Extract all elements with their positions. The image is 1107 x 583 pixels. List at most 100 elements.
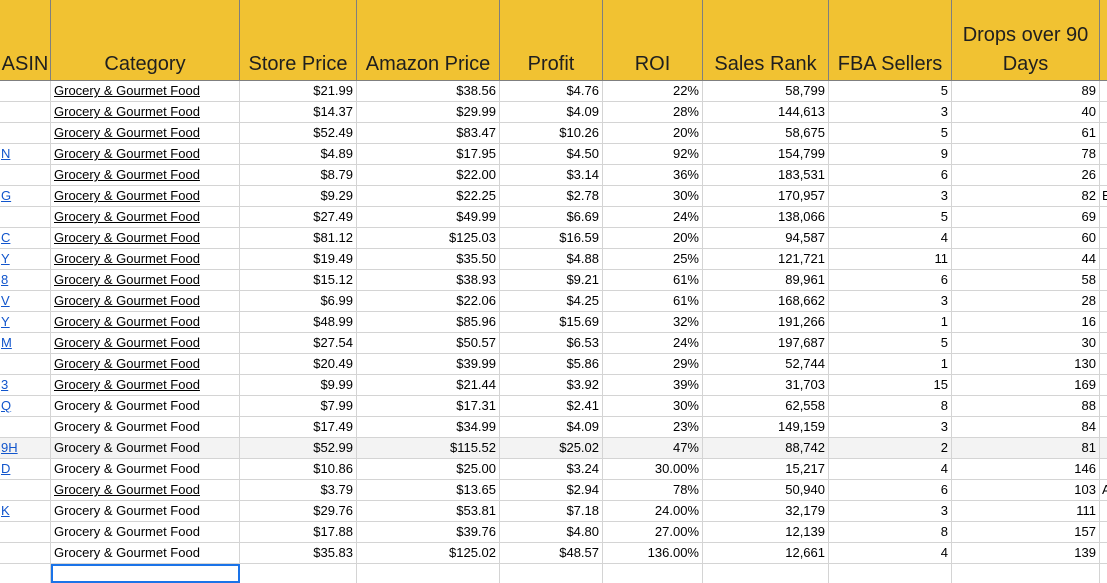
store-price-cell[interactable]: $29.76 (240, 501, 357, 522)
active-cell-selection[interactable] (51, 564, 240, 583)
store-price-cell[interactable]: $81.12 (240, 228, 357, 249)
asin-cell[interactable] (0, 417, 51, 438)
overflow-cell[interactable] (1100, 396, 1107, 417)
overflow-cell[interactable] (1100, 144, 1107, 165)
store-price-cell[interactable]: $19.49 (240, 249, 357, 270)
amazon-price-cell[interactable]: $25.00 (357, 459, 500, 480)
roi-cell[interactable]: 24.00% (603, 501, 703, 522)
profit-cell[interactable]: $9.21 (500, 270, 603, 291)
store-price-cell[interactable]: $35.83 (240, 543, 357, 564)
amazon-price-cell[interactable]: $29.99 (357, 102, 500, 123)
overflow-cell[interactable] (1100, 522, 1107, 543)
fba-sellers-cell[interactable]: 8 (829, 396, 952, 417)
sales-rank-cell[interactable]: 94,587 (703, 228, 829, 249)
sales-rank-cell[interactable]: 58,675 (703, 123, 829, 144)
sales-rank-cell[interactable]: 12,661 (703, 543, 829, 564)
drops-cell[interactable]: 139 (952, 543, 1100, 564)
category-cell[interactable]: Grocery & Gourmet Food (51, 396, 240, 417)
header-fba-sellers[interactable]: FBA Sellers (829, 0, 952, 80)
category-cell[interactable]: Grocery & Gourmet Food (51, 480, 240, 501)
fba-sellers-cell[interactable]: 1 (829, 312, 952, 333)
store-price-cell[interactable]: $27.49 (240, 207, 357, 228)
amazon-price-cell[interactable]: $22.00 (357, 165, 500, 186)
profit-cell[interactable]: $3.92 (500, 375, 603, 396)
drops-cell[interactable]: 111 (952, 501, 1100, 522)
overflow-cell[interactable]: E (1102, 188, 1107, 203)
store-price-cell[interactable]: $15.12 (240, 270, 357, 291)
category-cell[interactable]: Grocery & Gourmet Food (51, 81, 240, 102)
fba-sellers-cell[interactable]: 5 (829, 333, 952, 354)
fba-sellers-cell[interactable]: 3 (829, 291, 952, 312)
amazon-price-cell[interactable]: $125.03 (357, 228, 500, 249)
asin-cell[interactable]: N (0, 144, 51, 165)
fba-sellers-cell[interactable]: 2 (829, 438, 952, 459)
asin-cell[interactable]: 9H (0, 438, 51, 459)
amazon-price-cell[interactable]: $115.52 (357, 438, 500, 459)
header-amazon-price[interactable]: Amazon Price (357, 0, 500, 80)
store-price-cell[interactable]: $20.49 (240, 354, 357, 375)
profit-cell[interactable]: $4.80 (500, 522, 603, 543)
header-profit[interactable]: Profit (500, 0, 603, 80)
roi-cell[interactable]: 30% (603, 396, 703, 417)
category-cell[interactable]: Grocery & Gourmet Food (51, 522, 240, 543)
drops-cell[interactable]: 84 (952, 417, 1100, 438)
sales-rank-cell[interactable]: 121,721 (703, 249, 829, 270)
amazon-price-cell[interactable]: $35.50 (357, 249, 500, 270)
fba-sellers-cell[interactable]: 11 (829, 249, 952, 270)
amazon-price-cell[interactable]: $34.99 (357, 417, 500, 438)
amazon-price-cell[interactable]: $17.31 (357, 396, 500, 417)
store-price-cell[interactable]: $48.99 (240, 312, 357, 333)
overflow-cell[interactable] (1100, 501, 1107, 522)
header-category[interactable]: Category (51, 0, 240, 80)
asin-cell[interactable] (0, 207, 51, 228)
roi-cell[interactable]: 36% (603, 165, 703, 186)
overflow-cell[interactable] (1100, 312, 1107, 333)
store-price-cell[interactable]: $21.99 (240, 81, 357, 102)
category-cell[interactable]: Grocery & Gourmet Food (51, 375, 240, 396)
category-cell[interactable]: Grocery & Gourmet Food (51, 417, 240, 438)
profit-cell[interactable]: $4.76 (500, 81, 603, 102)
roi-cell[interactable]: 23% (603, 417, 703, 438)
overflow-cell[interactable] (1100, 543, 1107, 564)
asin-cell[interactable] (0, 81, 51, 102)
header-roi[interactable]: ROI (603, 0, 703, 80)
amazon-price-cell[interactable]: $21.44 (357, 375, 500, 396)
drops-cell[interactable]: 169 (952, 375, 1100, 396)
profit-cell[interactable]: $10.26 (500, 123, 603, 144)
fba-sellers-cell[interactable]: 1 (829, 354, 952, 375)
sales-rank-cell[interactable]: 31,703 (703, 375, 829, 396)
amazon-price-cell[interactable]: $22.06 (357, 291, 500, 312)
sales-rank-cell[interactable]: 12,139 (703, 522, 829, 543)
sales-rank-cell[interactable]: 52,744 (703, 354, 829, 375)
overflow-cell[interactable] (1100, 354, 1107, 375)
roi-cell[interactable]: 136.00% (603, 543, 703, 564)
fba-sellers-cell[interactable]: 3 (829, 102, 952, 123)
store-price-cell[interactable]: $52.99 (240, 438, 357, 459)
category-cell[interactable]: Grocery & Gourmet Food (51, 165, 240, 186)
sales-rank-cell[interactable]: 144,613 (703, 102, 829, 123)
sales-rank-cell[interactable]: 50,940 (703, 480, 829, 501)
profit-cell[interactable]: $2.41 (500, 396, 603, 417)
sales-rank-cell[interactable]: 149,159 (703, 417, 829, 438)
category-cell[interactable]: Grocery & Gourmet Food (51, 123, 240, 144)
store-price-cell[interactable]: $10.86 (240, 459, 357, 480)
category-cell[interactable]: Grocery & Gourmet Food (51, 501, 240, 522)
drops-cell[interactable]: 40 (952, 102, 1100, 123)
drops-cell[interactable]: 26 (952, 165, 1100, 186)
sales-rank-cell[interactable]: 170,957 (703, 186, 829, 207)
store-price-cell[interactable]: $4.89 (240, 144, 357, 165)
category-cell[interactable]: Grocery & Gourmet Food (51, 270, 240, 291)
roi-cell[interactable]: 27.00% (603, 522, 703, 543)
fba-sellers-cell[interactable]: 15 (829, 375, 952, 396)
profit-cell[interactable]: $7.18 (500, 501, 603, 522)
amazon-price-cell[interactable]: $125.02 (357, 543, 500, 564)
category-cell[interactable]: Grocery & Gourmet Food (51, 312, 240, 333)
sales-rank-cell[interactable]: 88,742 (703, 438, 829, 459)
drops-cell[interactable]: 30 (952, 333, 1100, 354)
category-cell[interactable]: Grocery & Gourmet Food (51, 186, 240, 207)
drops-cell[interactable]: 69 (952, 207, 1100, 228)
asin-cell[interactable]: 8 (0, 270, 51, 291)
sales-rank-cell[interactable]: 197,687 (703, 333, 829, 354)
roi-cell[interactable]: 24% (603, 333, 703, 354)
fba-sellers-cell[interactable]: 8 (829, 522, 952, 543)
